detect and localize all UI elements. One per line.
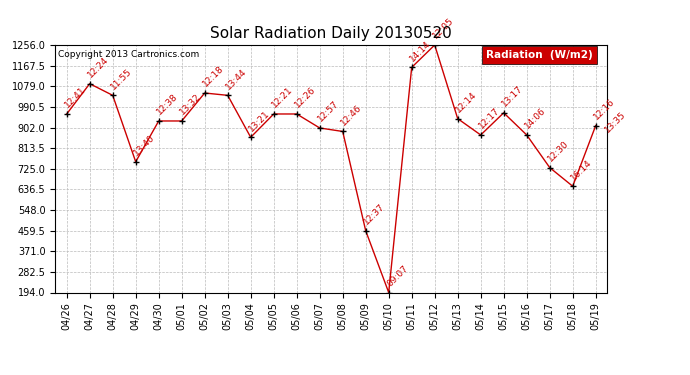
Text: 12:38: 12:38 — [155, 92, 179, 117]
Text: 14:14: 14:14 — [408, 39, 433, 63]
Text: 12:14: 12:14 — [454, 90, 479, 114]
Text: 09:07: 09:07 — [385, 264, 410, 288]
Text: 16:14: 16:14 — [569, 158, 593, 182]
Text: 13:40: 13:40 — [132, 133, 157, 158]
Text: 12:37: 12:37 — [362, 202, 386, 226]
Text: 12:17: 12:17 — [477, 106, 502, 131]
Text: Copyright 2013 Cartronics.com: Copyright 2013 Cartronics.com — [58, 50, 199, 59]
Text: 12:46: 12:46 — [339, 103, 364, 127]
Text: 12:41: 12:41 — [63, 86, 88, 110]
Text: 12:18: 12:18 — [201, 64, 226, 89]
Text: 12:57: 12:57 — [316, 99, 341, 124]
Text: 14:06: 14:06 — [523, 106, 548, 131]
Text: 12:24: 12:24 — [86, 55, 110, 80]
Text: 12:16: 12:16 — [592, 97, 617, 122]
Text: 13:17: 13:17 — [500, 84, 525, 109]
Text: 12:30: 12:30 — [546, 139, 571, 164]
Text: 12:26: 12:26 — [293, 86, 317, 110]
Title: Solar Radiation Daily 20130520: Solar Radiation Daily 20130520 — [210, 26, 452, 41]
Text: 13:35: 13:35 — [602, 110, 627, 135]
Text: 13:44: 13:44 — [224, 67, 248, 91]
Text: 11:55: 11:55 — [109, 66, 134, 91]
Text: 13:32: 13:32 — [178, 92, 203, 117]
Text: 12:21: 12:21 — [270, 86, 295, 110]
Text: 12:05: 12:05 — [431, 16, 455, 41]
Text: Radiation  (W/m2): Radiation (W/m2) — [486, 50, 593, 60]
Text: 13:21: 13:21 — [247, 108, 272, 133]
